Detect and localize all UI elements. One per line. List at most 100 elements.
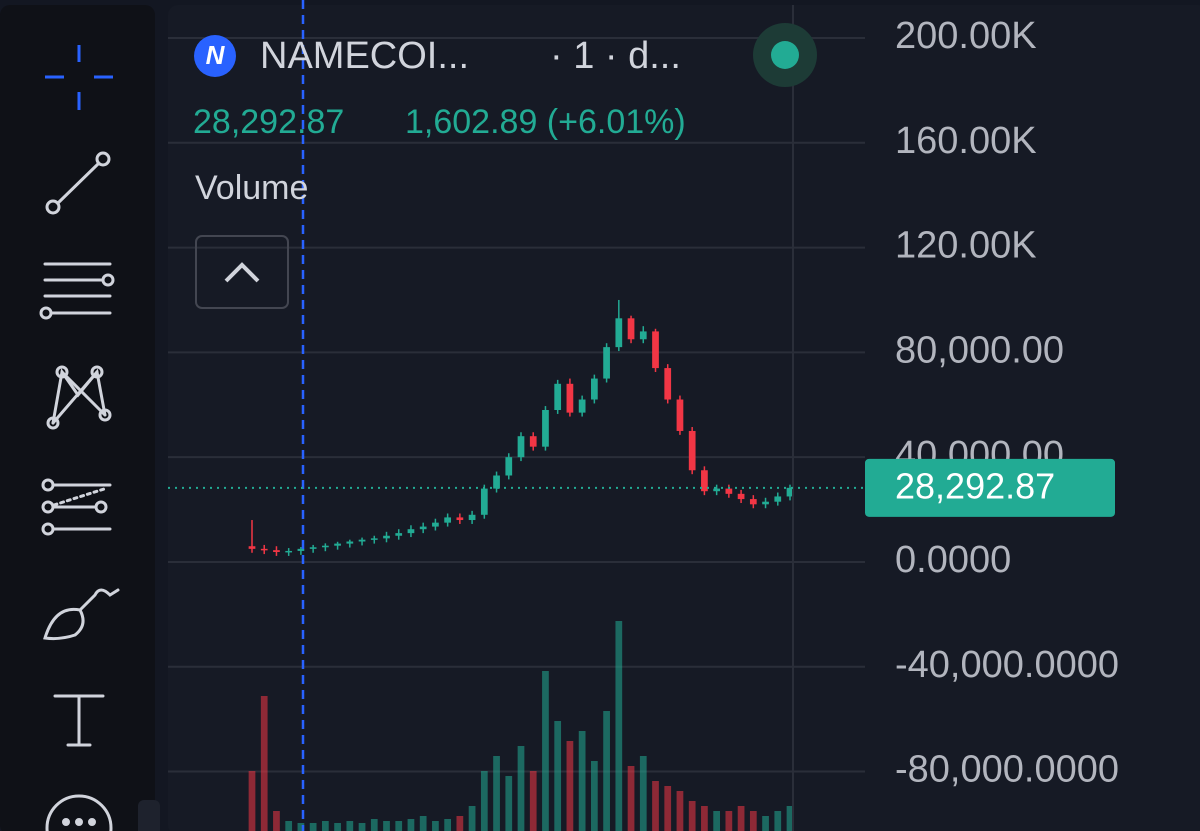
volume-bar	[444, 819, 451, 831]
pattern-tool[interactable]	[46, 365, 112, 430]
crosshair-tool[interactable]	[45, 45, 113, 110]
candle-body	[615, 318, 623, 348]
candle-body	[346, 541, 354, 544]
candle-body	[529, 436, 537, 447]
volume-bar	[749, 811, 757, 831]
volume-bar	[505, 776, 513, 831]
volume-bar	[468, 806, 476, 831]
volume-bar	[566, 741, 574, 831]
candle-body	[737, 493, 745, 500]
candle-body	[383, 535, 390, 539]
candle-body	[725, 488, 733, 494]
volume-bar	[529, 771, 537, 831]
candle-body	[749, 499, 757, 505]
candle-body	[322, 545, 329, 548]
brush-tool[interactable]	[43, 588, 120, 641]
projection-tool[interactable]	[41, 478, 112, 536]
volume-bar	[358, 823, 366, 831]
candle-body	[701, 470, 708, 492]
candle-body	[273, 550, 280, 552]
volume-bar	[627, 766, 635, 831]
volume-bar	[273, 811, 280, 831]
candle-body	[468, 514, 476, 521]
candle-body	[285, 550, 293, 553]
candle-body	[774, 496, 782, 502]
trend-line-tool[interactable]	[45, 151, 111, 215]
volume-bar	[493, 756, 500, 831]
candle-body	[688, 430, 696, 471]
volume-bar	[639, 756, 647, 831]
volume-bar	[737, 806, 745, 831]
volume-bar	[407, 819, 415, 831]
collapse-chevron	[224, 262, 260, 283]
volume-bar	[578, 731, 586, 831]
volume-bar	[383, 821, 390, 831]
interval[interactable]: · 1 · d...	[550, 35, 681, 77]
market-status[interactable]	[771, 41, 799, 69]
coin-logo	[194, 35, 236, 77]
volume-bar	[786, 806, 794, 831]
volume-bar	[322, 821, 329, 831]
scroll-handle[interactable]	[138, 800, 160, 831]
candle-body	[334, 543, 341, 546]
volume-bar	[419, 816, 427, 831]
toolbar	[0, 5, 155, 831]
volume-bar	[554, 721, 562, 831]
coin-logo-letter: N	[206, 40, 226, 70]
volume-bar	[334, 823, 341, 831]
volume-bar	[285, 821, 293, 831]
volume-bar	[725, 811, 733, 831]
candle-body	[713, 488, 720, 492]
candle-body	[676, 399, 684, 431]
candle-body	[480, 488, 488, 515]
volume-bar	[615, 621, 623, 831]
candle-body	[444, 517, 451, 523]
y-tick-label: -80,000.0000	[895, 749, 1119, 791]
symbol[interactable]: NAMECOI...	[260, 35, 469, 77]
volume-bar	[652, 781, 659, 831]
text-tool[interactable]	[53, 694, 105, 747]
volume-bar	[346, 821, 354, 831]
candle-body	[493, 475, 500, 489]
candle-body	[309, 547, 317, 549]
more-tool[interactable]	[45, 794, 113, 831]
candle-body	[260, 548, 268, 551]
y-tick-label: 120.00K	[895, 225, 1037, 267]
volume-bar	[480, 771, 488, 831]
fib-tool[interactable]	[39, 262, 115, 320]
candle-body	[297, 548, 305, 551]
volume-bar	[713, 811, 720, 831]
volume-bar	[701, 806, 708, 831]
chart-panel	[168, 5, 1200, 831]
y-tick-label: 0.0000	[895, 539, 1011, 581]
candle-body	[395, 533, 403, 536]
volume-bar	[676, 791, 684, 831]
volume-bar	[456, 816, 464, 831]
candle-body	[505, 457, 513, 476]
candle-body	[603, 347, 610, 379]
candle-body	[358, 539, 366, 542]
toolbar-icons[interactable]	[39, 45, 120, 831]
candle-body	[407, 529, 415, 534]
volume-bar	[395, 821, 403, 831]
last-price-tag-label: 28,292.87	[895, 465, 1055, 506]
volume-bar	[370, 819, 378, 831]
volume-bar	[517, 746, 525, 831]
candle-body	[591, 378, 598, 400]
collapse-button[interactable]	[195, 235, 289, 309]
candle-body	[786, 487, 794, 497]
y-tick-label: 160.00K	[895, 120, 1037, 162]
y-tick-label: 200.00K	[895, 15, 1037, 57]
candle-body	[639, 331, 647, 340]
plot-area: 200.00K160.00K120.00K80,000.0040,000.000…	[168, 15, 1119, 831]
candle-body	[517, 436, 525, 458]
volume-bar	[248, 771, 256, 831]
candle-body	[578, 399, 586, 413]
volume-bar	[297, 823, 305, 831]
volume-bar	[542, 671, 549, 831]
study-label[interactable]: Volume	[195, 169, 308, 207]
y-tick-label: 80,000.00	[895, 329, 1064, 371]
candle-body	[542, 409, 549, 447]
candle-body	[566, 383, 574, 413]
